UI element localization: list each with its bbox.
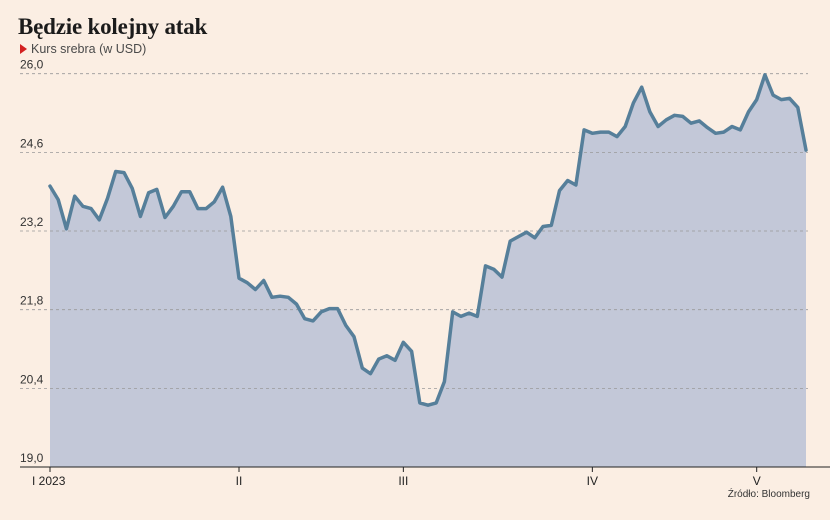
y-tick-label: 19,0 bbox=[20, 451, 44, 465]
y-tick-label: 23,2 bbox=[20, 215, 44, 229]
red-triangle-icon bbox=[20, 44, 27, 54]
y-tick-label: 20,4 bbox=[20, 372, 44, 386]
x-tick-label: I 2023 bbox=[32, 474, 66, 488]
x-tick-label: V bbox=[753, 474, 761, 488]
series-line bbox=[48, 73, 808, 407]
x-tick-label: III bbox=[398, 474, 408, 488]
area-fill bbox=[50, 74, 806, 468]
source-note: Źródło: Bloomberg bbox=[727, 489, 810, 500]
x-tick-label: IV bbox=[587, 474, 598, 488]
y-tick-label: 26,0 bbox=[20, 58, 44, 72]
y-tick-label: 24,6 bbox=[20, 136, 44, 150]
chart-subtitle: Kurs srebra (w USD) bbox=[20, 42, 146, 56]
y-tick-label: 21,8 bbox=[20, 294, 44, 308]
x-tick-label: II bbox=[236, 474, 243, 488]
chart-title: Będzie kolejny atak bbox=[18, 14, 208, 39]
subtitle-text: Kurs srebra (w USD) bbox=[31, 42, 147, 56]
